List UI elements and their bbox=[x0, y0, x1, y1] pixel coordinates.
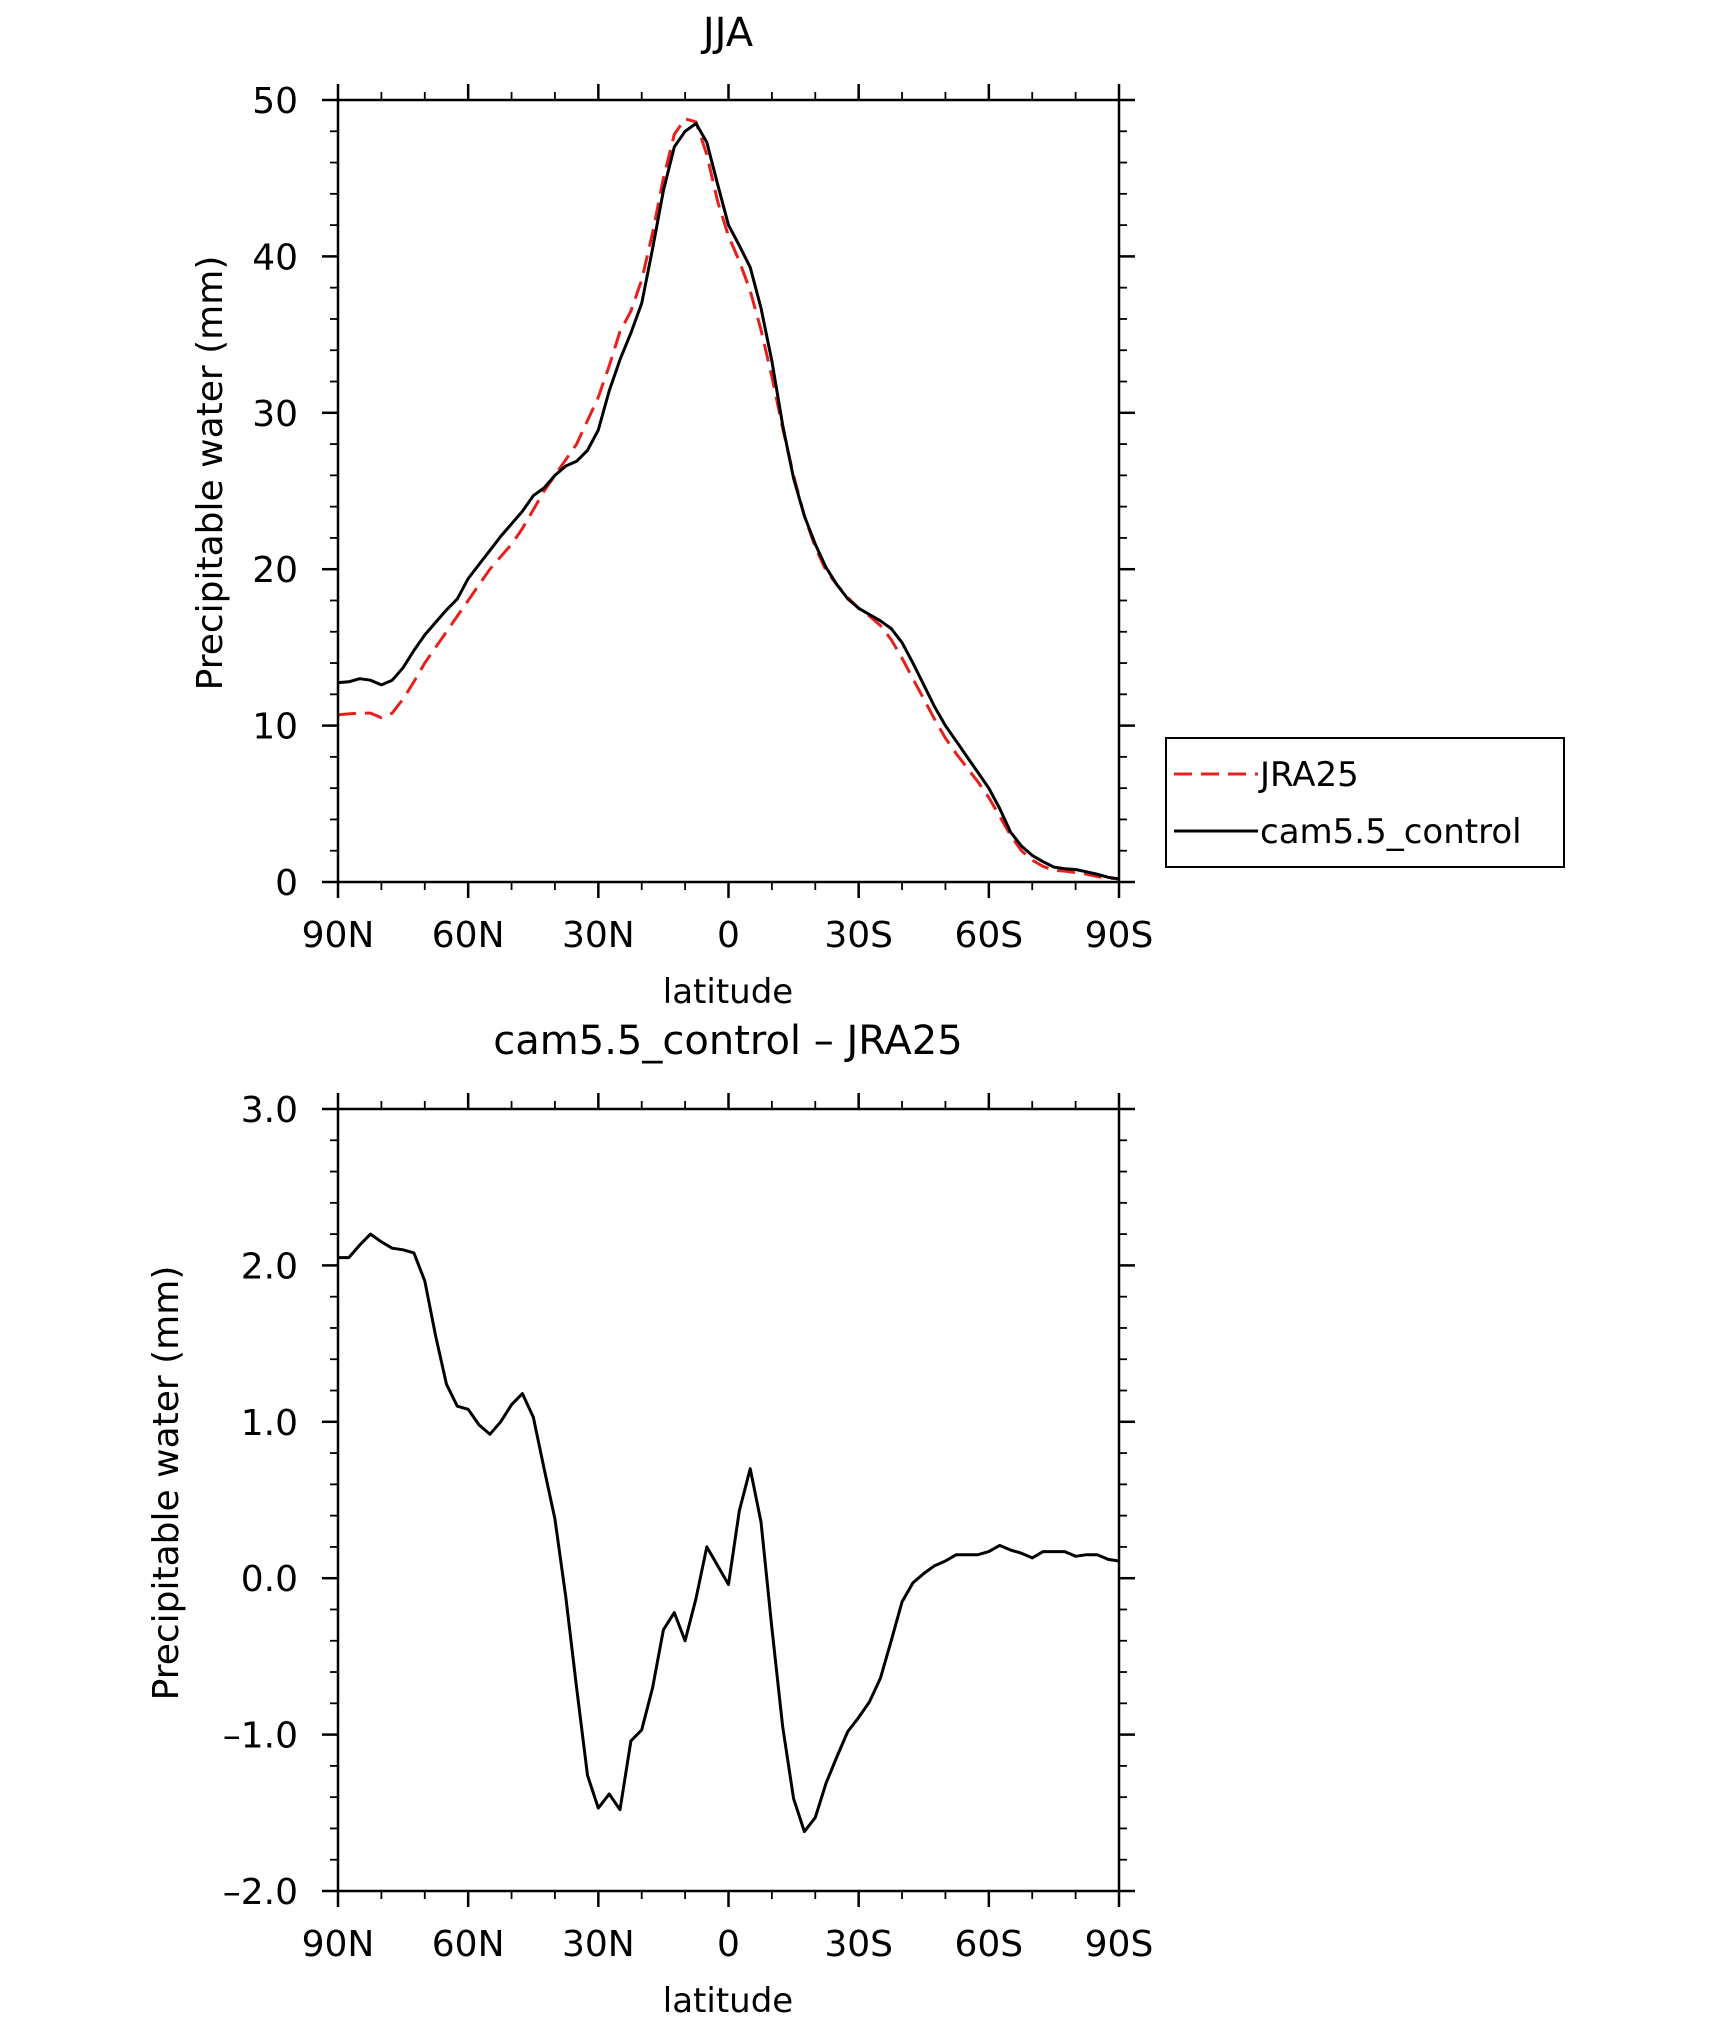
y-tick-label: 0.0 bbox=[241, 1559, 298, 1600]
x-axis-label: latitude bbox=[663, 972, 793, 1012]
x-tick-label: 30S bbox=[824, 915, 893, 956]
y-tick-label: 3.0 bbox=[241, 1090, 298, 1131]
series-line-difference bbox=[338, 1232, 1120, 1834]
axis-tick-labels: 90N 60N 30N 0 30S 60S 90S 0 10 20 30 40 50 bbox=[252, 81, 1153, 956]
series-lines bbox=[337, 117, 1120, 881]
chart-title: cam5.5_control – JRA25 bbox=[493, 1018, 962, 1064]
x-tick-label: 90N bbox=[302, 915, 375, 956]
x-tick-label: 60S bbox=[954, 1924, 1023, 1965]
legend-label-cam55-control: cam5.5_control bbox=[1260, 812, 1522, 852]
axis-ticks bbox=[322, 84, 1135, 898]
x-tick-label: 90N bbox=[302, 1924, 375, 1965]
y-axis-label: Precipitable water (mm) bbox=[190, 256, 231, 691]
y-tick-label: 2.0 bbox=[241, 1246, 298, 1287]
series-lines bbox=[338, 1232, 1120, 1834]
x-tick-label: 30N bbox=[562, 1924, 635, 1965]
y-tick-label: –1.0 bbox=[223, 1716, 298, 1757]
x-tick-label: 60N bbox=[432, 1924, 505, 1965]
x-tick-label: 30N bbox=[562, 915, 635, 956]
plot-frame bbox=[336, 98, 1121, 884]
x-tick-label: 0 bbox=[717, 1924, 740, 1965]
chart-title: JJA bbox=[700, 10, 754, 56]
x-tick-label: 60N bbox=[432, 915, 505, 956]
y-tick-label: 30 bbox=[252, 394, 298, 435]
x-tick-label: 60S bbox=[954, 915, 1023, 956]
y-tick-label: 0 bbox=[275, 863, 298, 904]
axis-ticks bbox=[322, 1093, 1135, 1907]
precipitable-water-chart: JJA Precipitable water (mm) latitude 90N… bbox=[190, 10, 1153, 1012]
legend-label-jra25: JRA25 bbox=[1258, 755, 1359, 795]
y-tick-label: 40 bbox=[252, 237, 298, 278]
y-tick-label: 50 bbox=[252, 81, 298, 122]
y-tick-label: 1.0 bbox=[241, 1403, 298, 1444]
difference-chart: cam5.5_control – JRA25 Precipitable wate… bbox=[146, 1018, 1153, 2021]
x-tick-label: 0 bbox=[717, 915, 740, 956]
y-axis-label: Precipitable water (mm) bbox=[146, 1266, 187, 1701]
y-tick-label: –2.0 bbox=[223, 1872, 298, 1913]
axis-tick-labels: 90N 60N 30N 0 30S 60S 90S –2.0 –1.0 0.0 1.0 2.0 3.0 bbox=[223, 1090, 1154, 1965]
x-tick-label: 90S bbox=[1085, 915, 1154, 956]
x-axis-label: latitude bbox=[663, 1981, 793, 2021]
series-line-cam5-5-control bbox=[337, 122, 1120, 881]
plot-frame bbox=[336, 1107, 1121, 1893]
y-tick-label: 10 bbox=[252, 707, 298, 748]
legend: JRA25 cam5.5_control bbox=[1165, 737, 1565, 868]
x-tick-label: 90S bbox=[1085, 1924, 1154, 1965]
x-tick-label: 30S bbox=[824, 1924, 893, 1965]
legend-box bbox=[1165, 737, 1565, 868]
series-line-jra25 bbox=[337, 117, 1120, 881]
y-tick-label: 20 bbox=[252, 550, 298, 591]
